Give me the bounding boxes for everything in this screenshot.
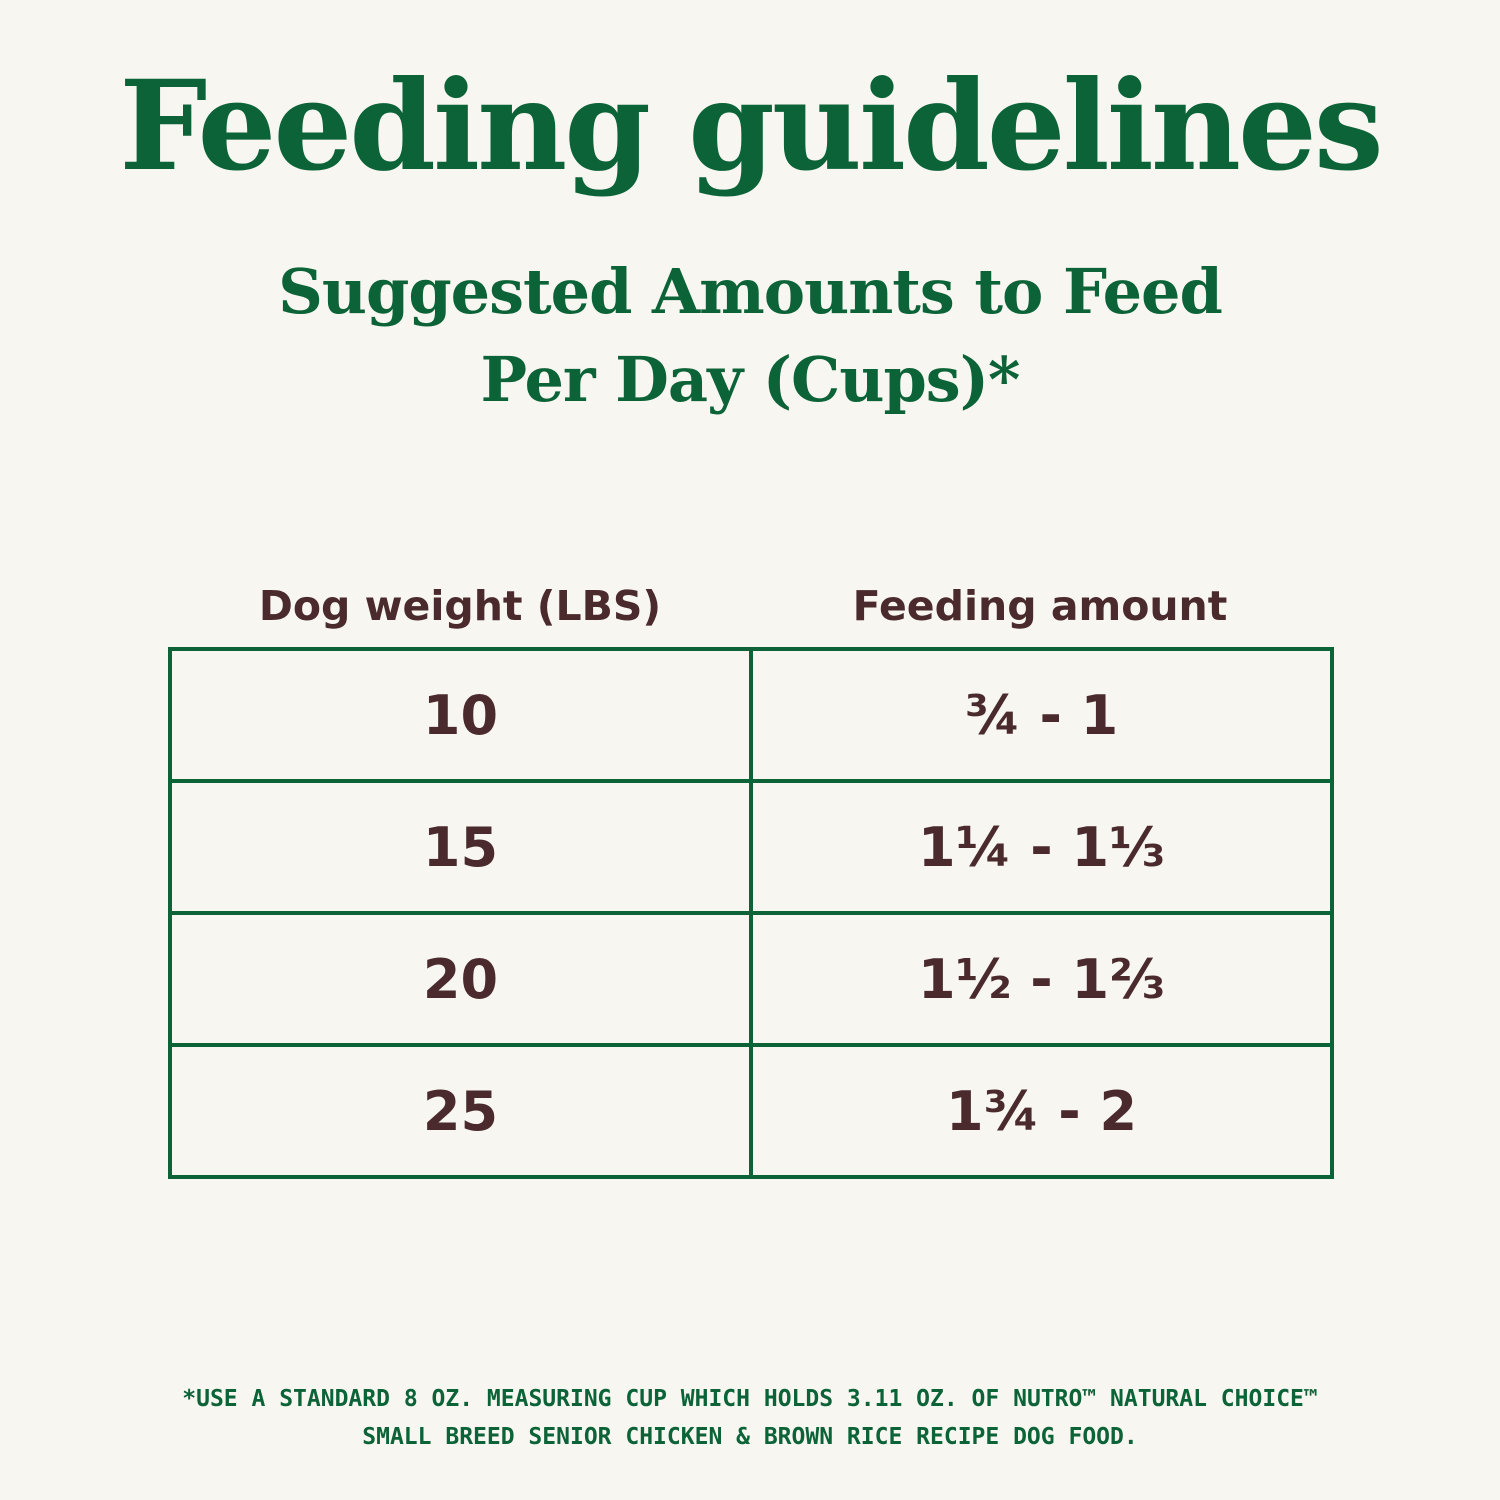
amount-cell: 1¾ - 2 — [945, 1079, 1138, 1143]
amount-cell: 1½ - 1⅔ — [918, 947, 1165, 1011]
table-row: 25 1¾ - 2 — [172, 1047, 1330, 1175]
amount-cell: 1¼ - 1⅓ — [918, 815, 1165, 879]
weight-cell: 20 — [172, 915, 753, 1043]
table-row: 10 ¾ - 1 — [172, 651, 1330, 783]
footnote-line-1: *USE A STANDARD 8 OZ. MEASURING CUP WHIC… — [182, 1386, 1318, 1412]
table-row: 20 1½ - 1⅔ — [172, 915, 1330, 1047]
weight-cell: 15 — [172, 783, 753, 911]
weight-cell: 10 — [172, 651, 753, 779]
footnote: *USE A STANDARD 8 OZ. MEASURING CUP WHIC… — [0, 1380, 1500, 1456]
footnote-line-2: SMALL BREED SENIOR CHICKEN & BROWN RICE … — [362, 1424, 1138, 1450]
subtitle-line-1: Suggested Amounts to Feed — [278, 255, 1223, 328]
column-header-feeding-amount: Feeding amount — [852, 582, 1228, 630]
column-header-dog-weight: Dog weight (LBS) — [258, 582, 662, 630]
feeding-table: 10 ¾ - 1 15 1¼ - 1⅓ 20 1½ - 1⅔ 25 1¾ - 2 — [168, 647, 1334, 1179]
subtitle: Suggested Amounts to Feed Per Day (Cups)… — [0, 248, 1500, 424]
table-row: 15 1¼ - 1⅓ — [172, 783, 1330, 915]
page-title: Feeding guidelines — [119, 54, 1384, 199]
amount-cell: ¾ - 1 — [964, 683, 1119, 747]
weight-cell: 25 — [172, 1047, 753, 1175]
subtitle-line-2: Per Day (Cups)* — [480, 343, 1021, 416]
